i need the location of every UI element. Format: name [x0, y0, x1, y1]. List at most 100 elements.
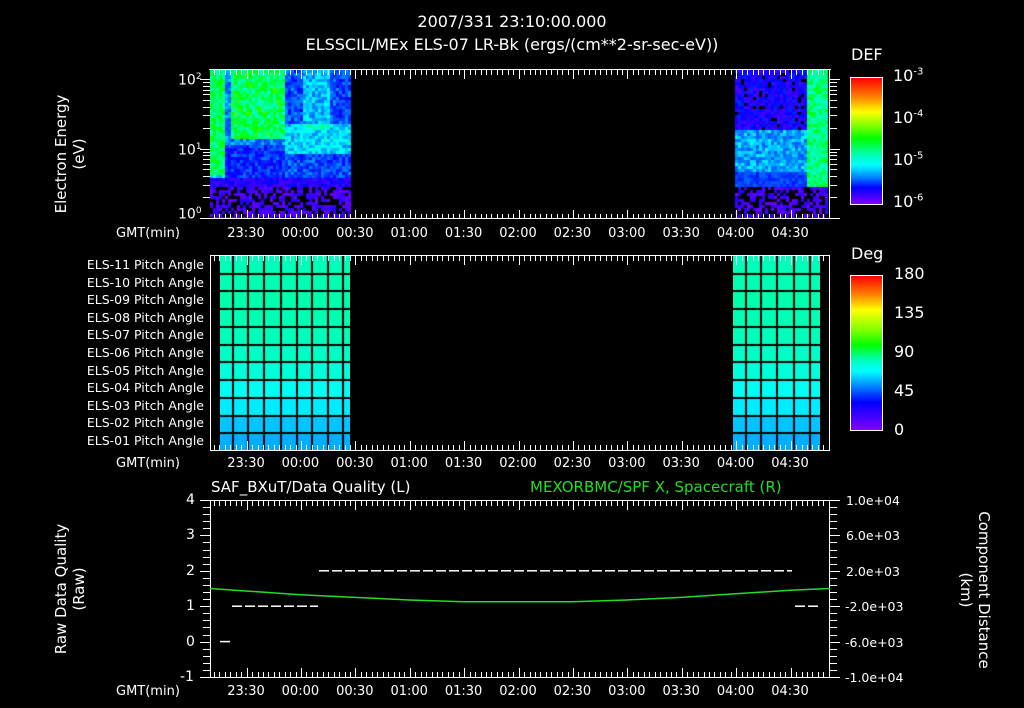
- tick-mark: [736, 441, 737, 450]
- tick-mark: [796, 214, 797, 219]
- tick-mark: [448, 70, 449, 75]
- tick-mark: [584, 70, 585, 75]
- tick-mark: [203, 82, 210, 83]
- tick-mark: [627, 668, 628, 677]
- tick-mark: [649, 256, 650, 261]
- tick-mark: [519, 668, 520, 677]
- pitch-angle-row-label: ELS-06 Pitch Angle: [86, 345, 204, 360]
- tick-mark: [442, 70, 443, 75]
- tick-mark: [698, 501, 699, 506]
- tick-mark: [421, 672, 422, 677]
- tick-mark: [725, 445, 726, 450]
- tick-mark: [807, 445, 808, 450]
- tick-mark: [687, 70, 688, 75]
- tick-mark: [491, 501, 492, 506]
- tick-mark: [203, 159, 210, 160]
- tick-mark: [704, 672, 705, 677]
- tick-mark: [279, 256, 280, 261]
- tick-mark: [410, 441, 411, 450]
- pitch-angle-row-label: ELS-07 Pitch Angle: [86, 327, 204, 343]
- tick-mark: [530, 445, 531, 450]
- tick-mark: [214, 70, 215, 75]
- tick-mark: [557, 214, 558, 219]
- tick-mark: [328, 672, 329, 677]
- tick-mark: [830, 656, 837, 657]
- tick-mark: [600, 445, 601, 450]
- tick-mark: [589, 501, 590, 506]
- tick-mark: [791, 441, 792, 450]
- tick-mark: [448, 256, 449, 261]
- tick-mark: [638, 214, 639, 219]
- tick-mark: [546, 672, 547, 677]
- tick-mark: [453, 672, 454, 677]
- tick-mark: [437, 501, 438, 506]
- tick-mark: [725, 501, 726, 506]
- tick-mark: [763, 672, 764, 677]
- tick-mark: [725, 70, 726, 75]
- tick-mark: [812, 256, 813, 261]
- tick-mark: [268, 256, 269, 261]
- tick-mark: [323, 70, 324, 75]
- tick-mark: [568, 445, 569, 450]
- tick-mark: [366, 501, 367, 506]
- tick-mark: [274, 501, 275, 506]
- tick-mark: [404, 445, 405, 450]
- tick-mark: [812, 214, 813, 219]
- xtick-label: 04:00: [716, 226, 755, 241]
- tick-mark: [355, 668, 356, 677]
- xtick-label: 03:30: [662, 226, 700, 241]
- tick-mark: [296, 445, 297, 450]
- tick-mark: [758, 445, 759, 450]
- tick-mark: [279, 672, 280, 677]
- tick-mark: [551, 214, 552, 219]
- tick-mark: [394, 70, 395, 75]
- tick-mark: [252, 445, 253, 450]
- tick-mark: [241, 672, 242, 677]
- tick-mark: [203, 542, 210, 543]
- tick-mark: [491, 445, 492, 450]
- deg-colorbar: [850, 275, 883, 431]
- tick-mark: [535, 70, 536, 75]
- tick-mark: [394, 214, 395, 219]
- tick-mark: [796, 256, 797, 261]
- tick-mark: [644, 70, 645, 75]
- tick-mark: [802, 214, 803, 219]
- tick-mark: [546, 445, 547, 450]
- tick-mark: [573, 256, 574, 265]
- tick-mark: [372, 672, 373, 677]
- plot-subtitle: ELSSCIL/MEx ELS-07 LR-Bk (ergs/(cm**2-sr…: [305, 35, 719, 54]
- tick-mark: [530, 70, 531, 75]
- tick-mark: [464, 256, 465, 265]
- tick-mark: [290, 214, 291, 219]
- tick-mark: [219, 501, 220, 506]
- tick-mark: [372, 501, 373, 506]
- tick-mark: [829, 214, 830, 219]
- tick-mark: [736, 256, 737, 265]
- tick-mark: [404, 70, 405, 75]
- tick-mark: [736, 501, 737, 510]
- tick-mark: [383, 501, 384, 506]
- tick-mark: [339, 256, 340, 261]
- tick-mark: [350, 70, 351, 75]
- tick-mark: [372, 70, 373, 75]
- tick-mark: [731, 501, 732, 506]
- panel1-frame: [209, 69, 831, 219]
- tick-mark: [296, 70, 297, 75]
- tick-mark: [830, 663, 837, 664]
- tick-mark: [830, 82, 837, 83]
- tick-mark: [742, 445, 743, 450]
- tick-mark: [475, 445, 476, 450]
- tick-mark: [676, 445, 677, 450]
- tick-mark: [394, 501, 395, 506]
- tick-mark: [366, 445, 367, 450]
- tick-mark: [818, 672, 819, 677]
- tick-mark: [671, 70, 672, 75]
- tick-mark: [736, 668, 737, 677]
- tick-mark: [807, 256, 808, 261]
- tick-mark: [263, 70, 264, 75]
- tick-mark: [388, 501, 389, 506]
- tick-mark: [742, 256, 743, 261]
- xtick-label: 01:30: [444, 684, 483, 699]
- tick-mark: [410, 70, 411, 79]
- tick-mark: [415, 214, 416, 219]
